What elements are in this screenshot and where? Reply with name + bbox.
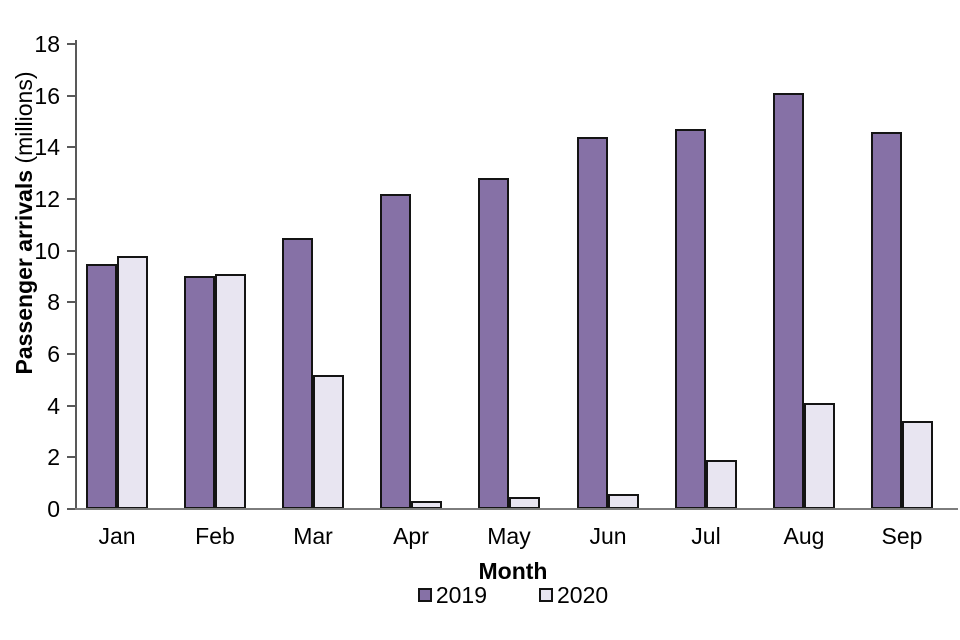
- y-tick-mark: [67, 249, 75, 252]
- y-tick-mark: [67, 404, 75, 407]
- y-tick-label: 10: [34, 237, 60, 264]
- bar-2019-feb: [184, 276, 215, 509]
- legend-item-2020: 2020: [539, 583, 608, 607]
- bar-2019-jun: [577, 137, 608, 509]
- bar-2019-sep: [871, 132, 902, 509]
- legend-swatch-2019: [417, 588, 432, 602]
- y-tick-mark: [67, 146, 75, 149]
- legend: 2019 2020: [66, 583, 960, 607]
- y-tick-mark: [67, 43, 75, 45]
- bar-2019-apr: [380, 194, 411, 509]
- legend-item-2019: 2019: [417, 582, 487, 608]
- bar-2020-feb: [215, 274, 246, 509]
- y-tick-label: 18: [34, 31, 60, 57]
- y-tick-mark: [67, 301, 75, 304]
- bar-2019-aug: [773, 93, 804, 509]
- y-tick-label: 14: [34, 134, 60, 161]
- x-tick-label-may: May: [487, 523, 531, 549]
- bar-2020-sep: [902, 421, 933, 509]
- x-tick-label-aug: Aug: [783, 523, 825, 549]
- y-tick-label: 0: [47, 496, 60, 522]
- y-tick-label: 6: [47, 341, 60, 367]
- bar-2020-aug: [804, 403, 835, 509]
- x-tick-label-feb: Feb: [195, 523, 235, 549]
- x-tick-label-sep: Sep: [881, 523, 923, 549]
- x-tick-label-jul: Jul: [691, 523, 721, 549]
- y-tick-mark: [67, 508, 75, 510]
- bar-2019-mar: [282, 238, 313, 509]
- bar-2019-may: [478, 178, 509, 509]
- bar-2020-mar: [313, 375, 344, 509]
- legend-label-2019: 2019: [435, 582, 487, 608]
- y-tick-mark: [67, 353, 75, 355]
- y-tick-label: 12: [34, 186, 60, 212]
- y-tick-label: 4: [47, 392, 60, 419]
- legend-label-2020: 2020: [557, 582, 609, 608]
- legend-swatch-2020: [539, 588, 553, 602]
- y-tick-label: 2: [47, 444, 60, 471]
- bar-2020-jun: [608, 494, 639, 509]
- bar-2019-jan: [86, 264, 117, 509]
- bar-2020-jan: [117, 256, 148, 509]
- y-tick-label: 16: [34, 82, 60, 109]
- x-tick-label-apr: Apr: [393, 523, 429, 549]
- x-axis-line: [75, 508, 958, 510]
- x-tick-label-mar: Mar: [293, 523, 333, 549]
- x-tick-label-jun: Jun: [589, 523, 627, 549]
- x-tick-label-jan: Jan: [98, 523, 136, 549]
- y-axis-line: [75, 40, 77, 510]
- y-tick-mark: [67, 456, 75, 459]
- y-tick-label: 8: [47, 289, 60, 316]
- x-axis-title: Month: [478, 558, 548, 584]
- y-tick-mark: [67, 198, 75, 200]
- y-tick-mark: [67, 94, 75, 97]
- bar-2019-jul: [675, 129, 706, 509]
- bar-2020-jul: [706, 460, 737, 509]
